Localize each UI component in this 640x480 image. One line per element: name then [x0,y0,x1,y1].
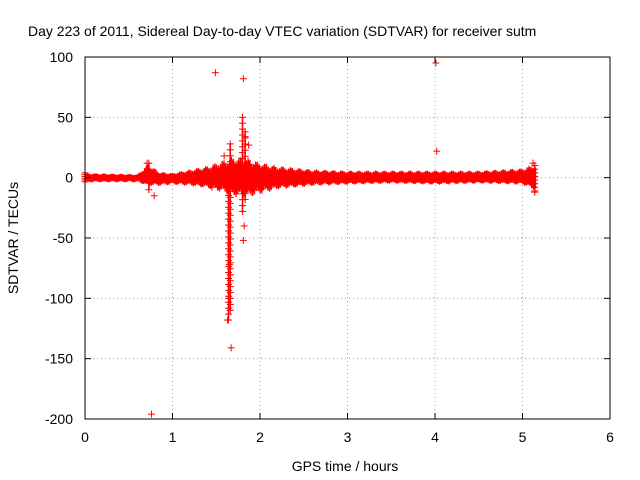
spike-point [226,306,234,314]
outlier-point [241,133,249,141]
spike-point [226,205,234,213]
spike-point [241,189,249,197]
spike-point [226,217,234,225]
spike-point [145,166,153,174]
x-tick-label: 2 [256,429,264,445]
spike-point [241,140,249,148]
x-tick-label: 6 [606,429,614,445]
spike-point [226,300,234,308]
spike-point [226,140,234,148]
spike-point [241,183,249,191]
spike-point [239,202,246,210]
grid [85,57,610,419]
spike-point [241,146,249,154]
spike-point [226,187,234,195]
data-layer [81,59,539,418]
outlier-point [220,152,228,160]
outlier-point [150,192,158,200]
outlier-point [227,344,235,352]
y-tick-label: 0 [65,170,73,186]
spike-point [226,223,234,231]
y-tick-label: -200 [45,411,73,427]
spike-point [241,165,249,173]
spike-point [239,119,246,127]
x-axis-label: GPS time / hours [292,458,399,474]
spike-point [226,170,234,178]
y-tick-label: 50 [57,109,73,125]
outlier-point [245,141,253,149]
outlier-point [433,147,441,155]
tick-labels: 0 1 2 3 4 5 6 -200 -150 -100 -50 0 50 100 [45,49,614,445]
outlier-point [224,316,232,324]
spike-point [241,171,249,179]
spike-point [226,152,234,160]
spike-point [145,172,153,180]
spike-point [226,182,234,190]
y-tick-label: -100 [45,290,73,306]
outlier-point [225,294,232,302]
spike-point [226,289,234,297]
spike-point [226,277,234,285]
spike-point [241,159,249,167]
ticks [84,56,611,420]
spike-point [239,207,246,215]
outlier-point [531,188,539,196]
spike-point [239,113,246,121]
spike-point [226,283,234,291]
y-tick-label: 100 [50,49,74,65]
spike-point [226,235,234,243]
x-tick-label: 1 [169,429,177,445]
spike-point [226,271,234,279]
spike-point [226,253,234,261]
spike-point [226,241,234,249]
outlier-point [239,75,247,83]
x-tick-label: 4 [431,429,439,445]
spike-point [241,152,249,160]
spike-point [226,259,234,267]
spike-point [226,199,234,207]
outlier-point [529,159,537,167]
spike-point [226,211,234,219]
spike-point [226,229,234,237]
outlier-point [432,59,440,67]
spike-point [226,158,234,166]
outlier-point [143,159,151,167]
y-tick-label: -50 [53,230,73,246]
spike-point [145,179,153,187]
chart-title: Day 223 of 2011, Sidereal Day-to-day VTE… [28,23,536,39]
outlier-point [148,410,155,418]
x-tick-label: 0 [81,429,89,445]
outlier-point [225,261,233,269]
spike-point [226,193,234,201]
outlier-point [208,183,216,191]
spike-point [241,177,249,185]
outlier-point [240,222,248,230]
spike-point [145,186,153,194]
spike-point [225,310,232,318]
y-axis-label: SDTVAR / TECUs [5,182,21,294]
spike-point [226,265,234,273]
spike-point [226,164,234,172]
outlier-point [211,69,219,77]
y-tick-label: -150 [45,351,73,367]
spike-point [226,146,234,154]
outlier-point [239,236,247,244]
x-tick-label: 3 [344,429,352,445]
x-tick-label: 5 [519,429,527,445]
spike-point [226,176,234,184]
spike-point [241,195,249,203]
spike-point [226,247,234,255]
